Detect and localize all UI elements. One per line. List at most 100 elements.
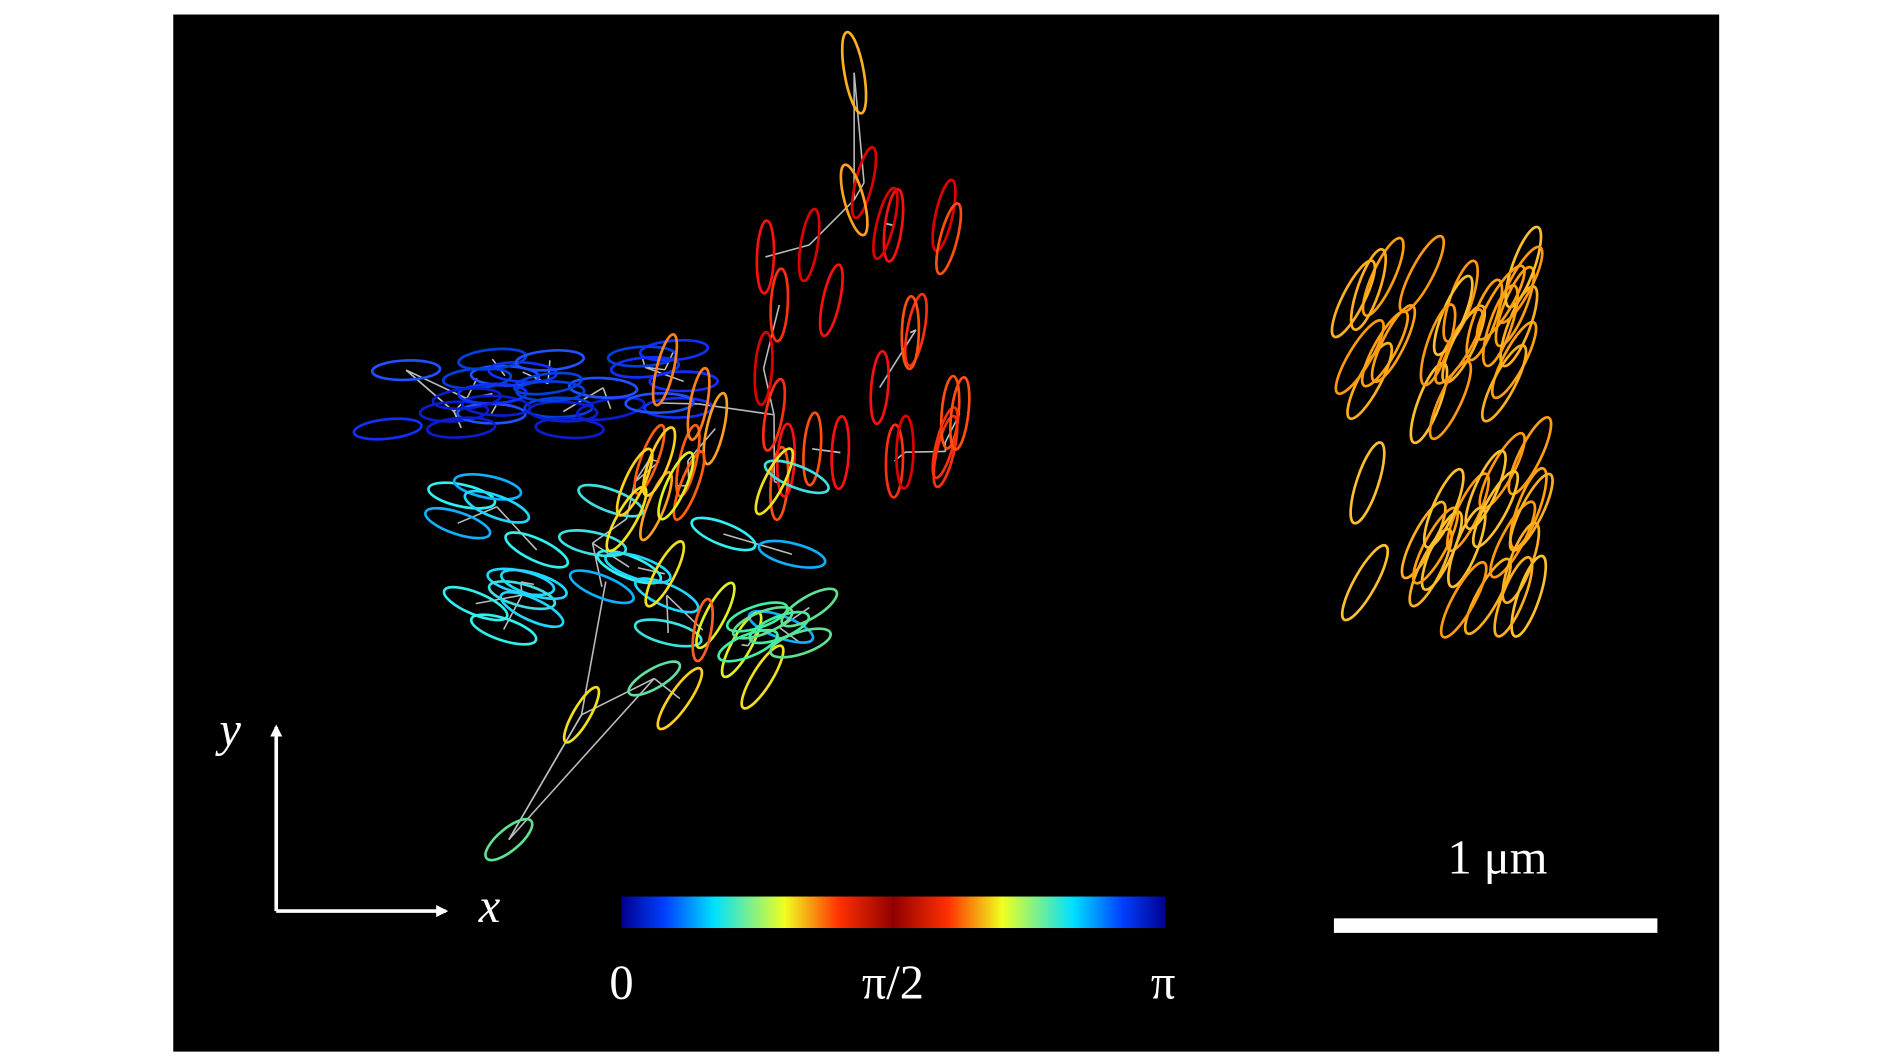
link bbox=[637, 566, 665, 575]
orientation-ellipse bbox=[562, 685, 601, 744]
link bbox=[910, 329, 917, 334]
orientation-ellipse bbox=[755, 219, 776, 295]
orientation-ellipse bbox=[1510, 554, 1548, 638]
orientation-ellipse bbox=[1349, 441, 1386, 525]
orientation-ellipse bbox=[1480, 343, 1528, 423]
orientation-ellipse bbox=[769, 267, 790, 343]
orientation-ellipse bbox=[557, 529, 628, 558]
orientation-ellipse bbox=[1370, 304, 1417, 384]
orientation-ellipse bbox=[884, 423, 905, 499]
orientation-ellipse bbox=[753, 330, 774, 407]
link bbox=[885, 222, 894, 227]
orientation-ellipse bbox=[633, 423, 666, 495]
orientation-ellipse bbox=[452, 473, 523, 501]
link bbox=[496, 506, 538, 551]
orientation-ellipse bbox=[1464, 449, 1507, 531]
orientation-ellipse bbox=[931, 406, 959, 480]
orientation-ellipse bbox=[1471, 470, 1520, 549]
orientation-ellipse bbox=[651, 333, 679, 407]
orientation-ellipse bbox=[717, 628, 779, 663]
scale-bar bbox=[1333, 918, 1658, 933]
orientation-ellipse bbox=[1349, 247, 1388, 332]
link bbox=[723, 533, 793, 556]
orientation-ellipse bbox=[1504, 225, 1543, 309]
link bbox=[508, 677, 655, 841]
orientation-ellipse bbox=[418, 400, 490, 423]
orientation-ellipse bbox=[633, 577, 700, 614]
orientation-ellipse bbox=[514, 349, 586, 372]
orientation-ellipse bbox=[1419, 303, 1457, 387]
orientation-ellipse bbox=[1340, 543, 1390, 622]
orientation-ellipse bbox=[577, 483, 644, 518]
orientation-ellipse bbox=[754, 447, 795, 516]
orientation-ellipse bbox=[1428, 360, 1473, 441]
orientation-ellipse bbox=[840, 30, 868, 115]
image-background bbox=[173, 14, 1720, 1052]
orientation-ellipse bbox=[1465, 278, 1504, 362]
orientation-ellipse bbox=[575, 396, 646, 422]
orientation-ellipse bbox=[1499, 285, 1539, 368]
orientation-ellipse bbox=[702, 391, 729, 466]
orientation-ellipse bbox=[1507, 416, 1553, 496]
link bbox=[665, 595, 669, 633]
orientation-ellipse bbox=[757, 539, 827, 569]
link bbox=[490, 405, 497, 415]
orientation-ellipse bbox=[1408, 527, 1453, 608]
link bbox=[520, 581, 535, 586]
orientation-ellipse bbox=[939, 374, 961, 450]
orientation-ellipse bbox=[731, 605, 794, 640]
orientation-ellipse bbox=[484, 817, 534, 862]
orientation-ellipse bbox=[818, 263, 844, 338]
orientation-ellipse bbox=[656, 666, 704, 731]
orientation-ellipse bbox=[949, 375, 971, 451]
orientation-ellipse bbox=[425, 416, 497, 439]
orientation-ellipse bbox=[690, 516, 757, 552]
link bbox=[405, 369, 455, 413]
x-axis-label: x bbox=[478, 880, 501, 933]
link bbox=[904, 450, 946, 453]
orientation-ellipse bbox=[900, 294, 921, 371]
orientation-ellipse bbox=[761, 377, 787, 452]
link bbox=[591, 542, 603, 587]
orientation-ellipse bbox=[1509, 466, 1548, 550]
orientation-ellipse bbox=[780, 587, 839, 628]
orientation-ellipse bbox=[802, 411, 823, 487]
orientation-ellipse bbox=[567, 376, 639, 399]
orientation-ellipse bbox=[487, 580, 557, 611]
colorbar-label: π bbox=[1151, 957, 1175, 1010]
orientation-ellipse bbox=[1493, 555, 1534, 638]
link bbox=[405, 369, 468, 400]
orientation-ellipse bbox=[695, 581, 736, 650]
orientation-ellipse bbox=[725, 601, 789, 633]
orientation-ellipse bbox=[644, 540, 686, 608]
orientation-ellipse bbox=[850, 145, 878, 220]
link bbox=[653, 677, 681, 700]
orientation-ellipse bbox=[895, 414, 915, 490]
orientation-ellipse bbox=[370, 359, 442, 382]
y-axis-label: y bbox=[214, 703, 241, 756]
orientation-ellipse bbox=[639, 471, 674, 542]
orientation-ellipse bbox=[1475, 264, 1526, 341]
orientation-ellipse bbox=[672, 450, 706, 522]
orientation-ellipse bbox=[442, 585, 509, 622]
orientation-ellipse bbox=[903, 292, 928, 368]
orientation-ellipse bbox=[427, 481, 497, 510]
orientation-ellipse bbox=[624, 391, 695, 415]
orientation-ellipse bbox=[830, 414, 851, 491]
orientation-ellipse bbox=[534, 417, 605, 440]
orientation-ellipse bbox=[352, 417, 423, 441]
orientation-ellipse bbox=[932, 414, 959, 489]
orientation-ellipse bbox=[633, 618, 703, 648]
orientation-ellipse bbox=[1422, 467, 1465, 549]
orientation-ellipse bbox=[469, 613, 538, 646]
orientation-ellipse bbox=[604, 551, 672, 584]
orientation-ellipse bbox=[935, 202, 963, 276]
orientation-ellipse bbox=[515, 380, 586, 403]
orientation-ellipse bbox=[769, 627, 832, 659]
link bbox=[475, 594, 523, 605]
orientation-ellipse bbox=[740, 644, 785, 710]
orientation-ellipse bbox=[869, 349, 890, 426]
orientation-ellipse bbox=[657, 451, 695, 521]
